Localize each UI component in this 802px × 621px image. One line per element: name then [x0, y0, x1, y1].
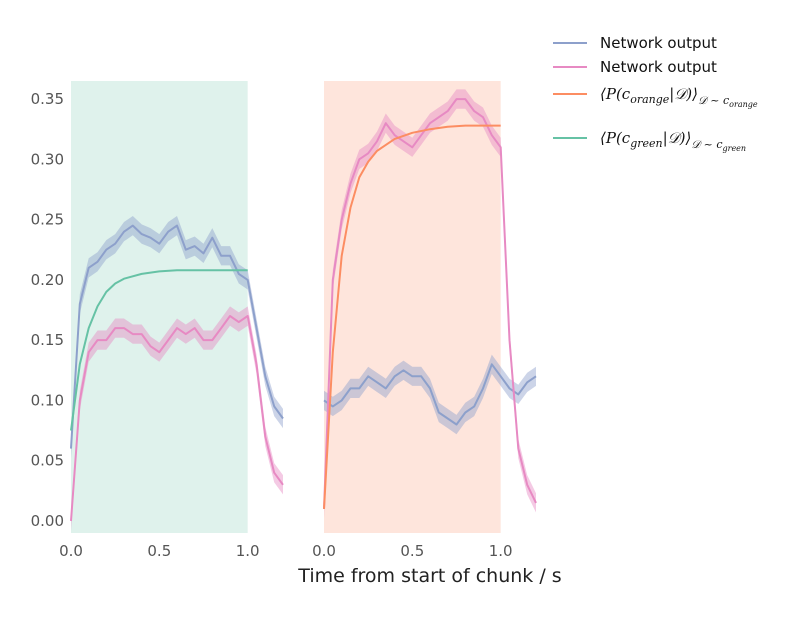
panel-2 — [324, 81, 536, 533]
y-tick-label: 0.00 — [31, 512, 64, 530]
legend-label: Network output — [600, 58, 717, 76]
y-tick-label: 0.10 — [31, 391, 64, 409]
y-tick-label: 0.30 — [31, 150, 64, 168]
x-axis-ticks: 0.0 0.5 1.0 0.0 0.5 1.0 — [59, 542, 513, 560]
x-tick-label: 1.0 — [489, 542, 513, 560]
y-tick-label: 0.25 — [31, 211, 64, 229]
x-tick-label: 0.0 — [59, 542, 83, 560]
y-tick-label: 0.35 — [31, 90, 64, 108]
y-axis-ticks: 0.00 0.05 0.10 0.15 0.20 0.25 0.30 0.35 — [31, 90, 64, 530]
legend-item: ⟨P(corange|𝒟)⟩𝒟 ~ corange — [553, 85, 758, 109]
legend-label: ⟨P(corange|𝒟)⟩𝒟 ~ corange — [600, 85, 758, 109]
legend-item: Network output — [553, 34, 717, 52]
legend-item: Network output — [553, 58, 717, 76]
legend: Network output Network output ⟨P(corange|𝒟… — [553, 34, 758, 153]
x-tick-label: 0.5 — [147, 542, 171, 560]
legend-label: ⟨P(cgreen|𝒟)⟩𝒟 ~ cgreen — [600, 129, 746, 153]
x-tick-label: 0.0 — [312, 542, 336, 560]
legend-label: Network output — [600, 34, 717, 52]
x-axis-label: Time from start of chunk / s — [297, 565, 561, 587]
panel-1 — [71, 81, 283, 533]
legend-item: ⟨P(cgreen|𝒟)⟩𝒟 ~ cgreen — [553, 129, 746, 153]
x-tick-label: 1.0 — [236, 542, 260, 560]
y-tick-label: 0.20 — [31, 271, 64, 289]
x-tick-label: 0.5 — [400, 542, 424, 560]
y-tick-label: 0.05 — [31, 452, 64, 470]
y-tick-label: 0.15 — [31, 331, 64, 349]
